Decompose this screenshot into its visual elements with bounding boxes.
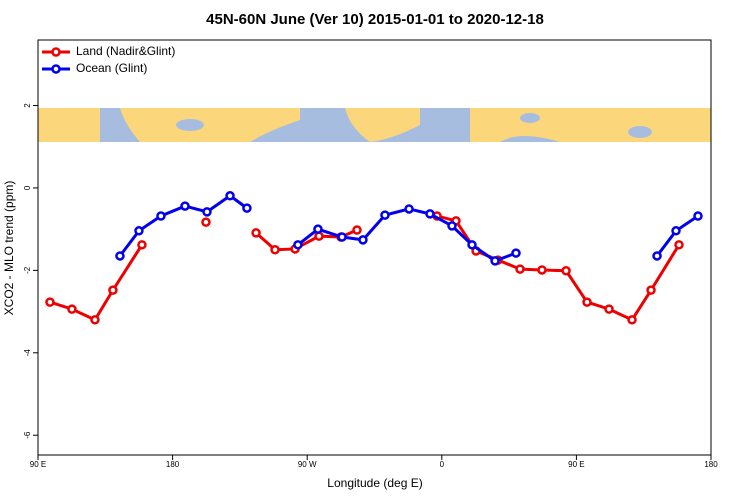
data-point: [425, 209, 435, 219]
data-point: [404, 204, 414, 214]
y-tick-label: 2: [23, 103, 32, 108]
y-tick-label: -2: [23, 266, 32, 274]
data-point: [561, 266, 571, 276]
data-point: [202, 207, 212, 217]
data-point: [313, 224, 323, 234]
x-tick-label: 90 W: [298, 460, 317, 469]
data-point: [337, 232, 347, 242]
data-point: [242, 203, 252, 213]
plot-frame: [37, 39, 712, 456]
x-tick-label: 90 E: [568, 460, 584, 469]
data-point: [293, 240, 303, 250]
data-point: [137, 240, 147, 250]
data-line: [297, 207, 517, 263]
data-point: [115, 251, 125, 261]
data-point: [225, 191, 235, 201]
data-point: [108, 285, 118, 295]
x-tick-label: 90 E: [30, 460, 46, 469]
legend-marker: [51, 64, 61, 74]
data-point: [627, 315, 637, 325]
data-line: [436, 214, 681, 322]
data-line: [49, 244, 144, 322]
x-tick-label: 180: [704, 460, 718, 469]
data-point: [674, 240, 684, 250]
data-point: [156, 211, 166, 221]
data-point: [582, 297, 592, 307]
data-point: [90, 315, 100, 325]
data-point: [45, 297, 55, 307]
data-point: [201, 217, 211, 227]
legend-label: Land (Nadir&Glint): [76, 44, 175, 58]
data-point: [67, 304, 77, 314]
data-point: [652, 251, 662, 261]
map-band: [38, 108, 711, 142]
data-point: [693, 211, 703, 221]
x-tick-label: 0: [440, 460, 445, 469]
data-point: [467, 240, 477, 250]
data-point: [134, 226, 144, 236]
data-point: [447, 221, 457, 231]
legend-marker: [51, 47, 61, 57]
legend-label: Ocean (Glint): [76, 61, 147, 75]
y-tick-label: -6: [23, 431, 32, 439]
data-point: [251, 228, 261, 238]
y-tick-label: 0: [23, 185, 32, 190]
x-axis-label: Longitude (deg E): [327, 476, 422, 490]
data-point: [515, 264, 525, 274]
data-point: [490, 256, 500, 266]
data-point: [180, 201, 190, 211]
data-point: [604, 304, 614, 314]
data-point: [352, 225, 362, 235]
data-point: [646, 285, 656, 295]
data-point: [537, 265, 547, 275]
data-point: [358, 235, 368, 245]
data-point: [380, 210, 390, 220]
x-tick-label: 180: [166, 460, 180, 469]
data-point: [270, 245, 280, 255]
data-point: [671, 226, 681, 236]
y-axis-label: XCO2 - MLO trend (ppm): [2, 181, 16, 316]
data-point: [511, 248, 521, 258]
y-tick-label: -4: [23, 349, 32, 357]
chart-title: 45N-60N June (Ver 10) 2015-01-01 to 2020…: [206, 11, 544, 28]
